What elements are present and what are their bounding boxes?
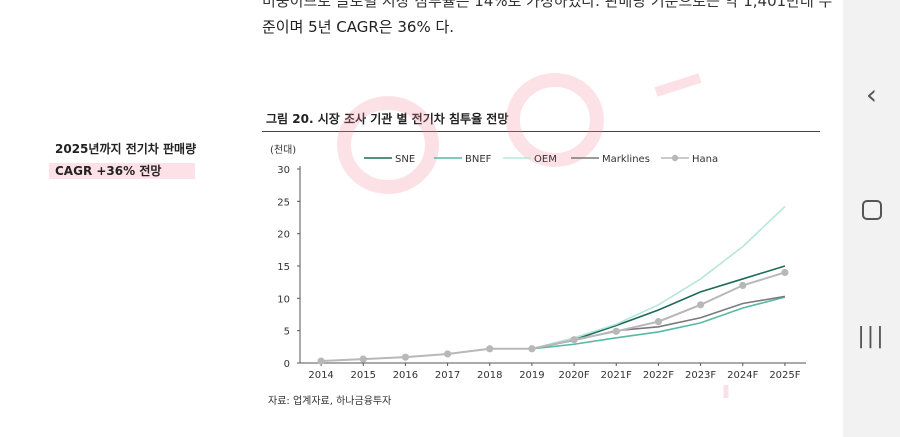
x-tick-label: 2017	[435, 370, 460, 381]
data-point	[486, 345, 494, 353]
body-text-line: 비중이므로 글로벌 시장 침투율은 14%로 가정하였다. 판매량 기준으로는 …	[262, 0, 833, 10]
series-line-bnef	[531, 296, 786, 350]
y-unit-label: (천대)	[270, 144, 296, 156]
legend-label: SNE	[395, 154, 415, 165]
watermark	[337, 73, 729, 398]
side-note-line: 2025년까지 전기차 판매량	[55, 142, 197, 156]
figure-title: 그림 20. 시장 조사 기관 별 전기차 침투율 전망	[266, 112, 509, 126]
legend-label: BNEF	[465, 154, 492, 165]
legend-label: Hana	[692, 154, 718, 165]
y-tick-label: 25	[277, 197, 290, 208]
y-tick-label: 30	[277, 165, 290, 176]
highlight-mark	[49, 163, 195, 179]
x-tick-label: 2022F	[643, 370, 674, 381]
legend-label: Marklines	[602, 154, 650, 165]
data-point	[570, 336, 578, 344]
data-point	[781, 268, 789, 277]
data-point	[359, 355, 367, 363]
data-point	[654, 318, 663, 326]
y-tick-label: 5	[284, 327, 290, 338]
x-tick-label: 2025F	[769, 370, 800, 381]
x-tick-label: 2021F	[601, 370, 632, 381]
y-tick-label: 10	[277, 294, 290, 305]
data-point	[443, 350, 452, 358]
x-tick-label: 2024F	[727, 370, 758, 381]
x-tick-label: 2015	[351, 370, 376, 381]
body-text-line: 준이며 5년 CAGR은 36% 다.	[262, 18, 455, 36]
y-tick-label: 0	[284, 359, 290, 370]
line-chart: (천대) 0 5 10 15 20 25 30 2014 2015 2016 2017 2018 201…	[270, 73, 806, 398]
x-tick-label: 2018	[477, 370, 502, 381]
x-tick-label: 2023F	[685, 370, 716, 381]
data-point	[696, 301, 705, 309]
y-tick-label: 15	[277, 262, 290, 273]
data-point	[739, 281, 747, 289]
chevron-left-icon[interactable]: ‹	[865, 78, 878, 111]
source-note: 자료: 업계자료, 하나금융투자	[268, 396, 392, 407]
data-point	[401, 353, 410, 361]
x-tick-label: 2020F	[558, 370, 589, 381]
android-nav-bar: ‹ |||	[843, 0, 900, 437]
series-line-hana	[321, 271, 786, 363]
side-note-line: CAGR +36% 전망	[55, 164, 162, 178]
side-note: 2025년까지 전기차 판매량 CAGR +36% 전망	[49, 138, 197, 182]
three-bars-icon[interactable]: |||	[857, 324, 886, 349]
data-point	[528, 345, 536, 353]
rounded-square-icon	[861, 200, 882, 220]
x-tick-label: 2014	[308, 370, 333, 381]
x-tick-label: 2019	[519, 370, 544, 381]
document-page: 비중이므로 글로벌 시장 침투율은 14%로 가정하였다. 판매량 기준으로는 …	[49, 0, 833, 407]
data-point	[317, 357, 325, 365]
y-tick-label: 20	[277, 230, 290, 241]
home-button[interactable]	[843, 200, 900, 220]
legend-marker	[671, 154, 679, 162]
x-tick-label: 2016	[393, 370, 418, 381]
legend-label: OEM	[534, 154, 557, 165]
figure-title-rule	[262, 131, 820, 132]
data-point	[612, 327, 620, 335]
